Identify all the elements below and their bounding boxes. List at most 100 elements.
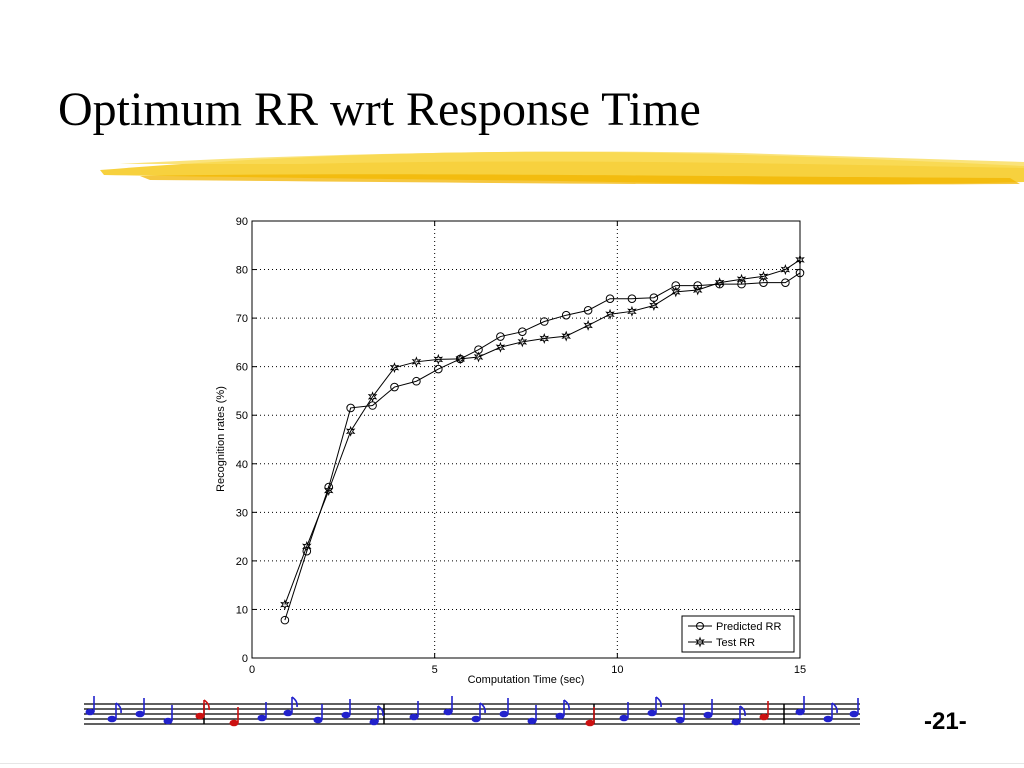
- music-note: [409, 713, 419, 721]
- note-flag: [203, 699, 210, 711]
- data-point-test-rr: [780, 264, 791, 276]
- x-tick-label: 15: [794, 664, 806, 676]
- y-tick-label: 0: [242, 653, 248, 665]
- y-tick-label: 40: [236, 459, 248, 471]
- note-flag: [563, 699, 570, 711]
- data-point-test-rr: [583, 319, 593, 331]
- legend-label-test: Test RR: [716, 637, 755, 649]
- y-tick-label: 50: [236, 410, 248, 422]
- data-point-predicted-rr: [759, 278, 768, 287]
- music-note: [647, 709, 657, 717]
- data-point-test-rr: [795, 254, 805, 266]
- data-point-predicted-rr: [605, 294, 615, 303]
- legend-marker-predicted: [696, 622, 704, 630]
- music-note: [283, 709, 293, 717]
- footer-divider: [0, 763, 1024, 764]
- y-tick-label: 90: [236, 216, 248, 228]
- x-tick-label: 0: [249, 664, 255, 676]
- data-point-test-rr: [367, 391, 378, 403]
- data-point-test-rr: [517, 336, 528, 348]
- data-point-test-rr: [455, 353, 466, 365]
- music-note: [229, 719, 239, 727]
- y-axis-ticks: 0 10 20 30 40 50 60 70 80 90: [236, 216, 800, 665]
- music-note: [257, 714, 267, 722]
- legend-marker-test: [695, 636, 705, 648]
- data-point-test-rr: [539, 332, 550, 344]
- music-note: [849, 710, 859, 718]
- music-note: [731, 718, 741, 726]
- data-point-test-rr: [561, 330, 571, 342]
- series-line-predicted-rr: [284, 272, 801, 621]
- legend-box: [681, 615, 795, 653]
- y-tick-label: 70: [236, 313, 248, 325]
- legend-label-predicted: Predicted RR: [716, 621, 781, 633]
- music-note: [795, 708, 805, 716]
- note-flag: [115, 702, 122, 714]
- plot-area: [251, 220, 801, 659]
- grid-lines: [252, 221, 800, 658]
- data-point-test-rr: [389, 362, 400, 374]
- data-point-test-rr: [302, 540, 312, 552]
- data-point-predicted-rr: [539, 317, 549, 326]
- data-point-predicted-rr: [496, 332, 505, 341]
- music-note: [499, 710, 509, 718]
- music-note: [703, 711, 713, 719]
- data-point-predicted-rr: [412, 376, 421, 386]
- legend: Predicted RR Test RR: [681, 615, 795, 653]
- y-tick-label: 60: [236, 362, 248, 374]
- data-series: [280, 254, 805, 625]
- music-note: [341, 711, 351, 719]
- note-flag: [655, 696, 662, 708]
- music-note: [85, 708, 95, 716]
- data-point-predicted-rr: [671, 281, 681, 290]
- data-point-test-rr: [605, 308, 615, 320]
- data-point-predicted-rr: [781, 278, 790, 287]
- data-point-predicted-rr: [390, 382, 399, 392]
- music-note: [471, 715, 481, 723]
- data-point-test-rr: [323, 484, 334, 496]
- y-tick-label: 80: [236, 265, 248, 277]
- x-axis-ticks: 0 5 10 15: [249, 221, 806, 676]
- music-note: [195, 712, 205, 720]
- data-point-test-rr: [411, 356, 422, 368]
- note-flag: [291, 696, 298, 708]
- music-note: [107, 715, 117, 723]
- music-note: [585, 719, 595, 727]
- x-axis-label: Computation Time (sec): [468, 674, 585, 686]
- y-tick-label: 20: [236, 556, 248, 568]
- note-flag: [377, 705, 384, 717]
- data-point-test-rr: [671, 286, 681, 298]
- y-axis-label: Recognition rates (%): [215, 386, 227, 492]
- data-point-predicted-rr: [346, 403, 355, 413]
- data-point-predicted-rr: [434, 364, 443, 374]
- data-point-test-rr: [495, 341, 506, 353]
- data-point-test-rr: [433, 353, 444, 365]
- data-point-predicted-rr: [518, 327, 527, 337]
- music-note: [369, 718, 379, 726]
- y-tick-label: 10: [236, 604, 248, 616]
- data-point-predicted-rr: [693, 281, 703, 290]
- music-note: [313, 716, 323, 724]
- note-flag: [831, 702, 838, 714]
- data-point-test-rr: [345, 425, 356, 437]
- data-point-predicted-rr: [795, 268, 805, 278]
- data-point-test-rr: [758, 270, 769, 282]
- music-note: [527, 717, 537, 725]
- data-point-predicted-rr: [561, 310, 571, 320]
- data-point-test-rr: [473, 351, 484, 363]
- data-point-test-rr: [280, 599, 290, 611]
- data-point-predicted-rr: [583, 306, 593, 315]
- recognition-rate-chart: 0 5 10 15 0 10 20 30 40 50 60 70 80 90 Computation T…: [215, 216, 806, 686]
- music-note: [759, 713, 769, 721]
- y-tick-label: 30: [236, 507, 248, 519]
- data-point-predicted-rr: [627, 294, 637, 303]
- data-point-predicted-rr: [280, 615, 290, 625]
- data-point-test-rr: [714, 277, 725, 289]
- music-note: [619, 714, 629, 722]
- data-point-test-rr: [649, 299, 659, 311]
- note-flag: [739, 705, 746, 717]
- x-tick-label: 10: [611, 664, 623, 676]
- slide-title: Optimum RR wrt Response Time: [58, 83, 701, 136]
- music-note: [135, 710, 145, 718]
- music-note: [163, 717, 173, 725]
